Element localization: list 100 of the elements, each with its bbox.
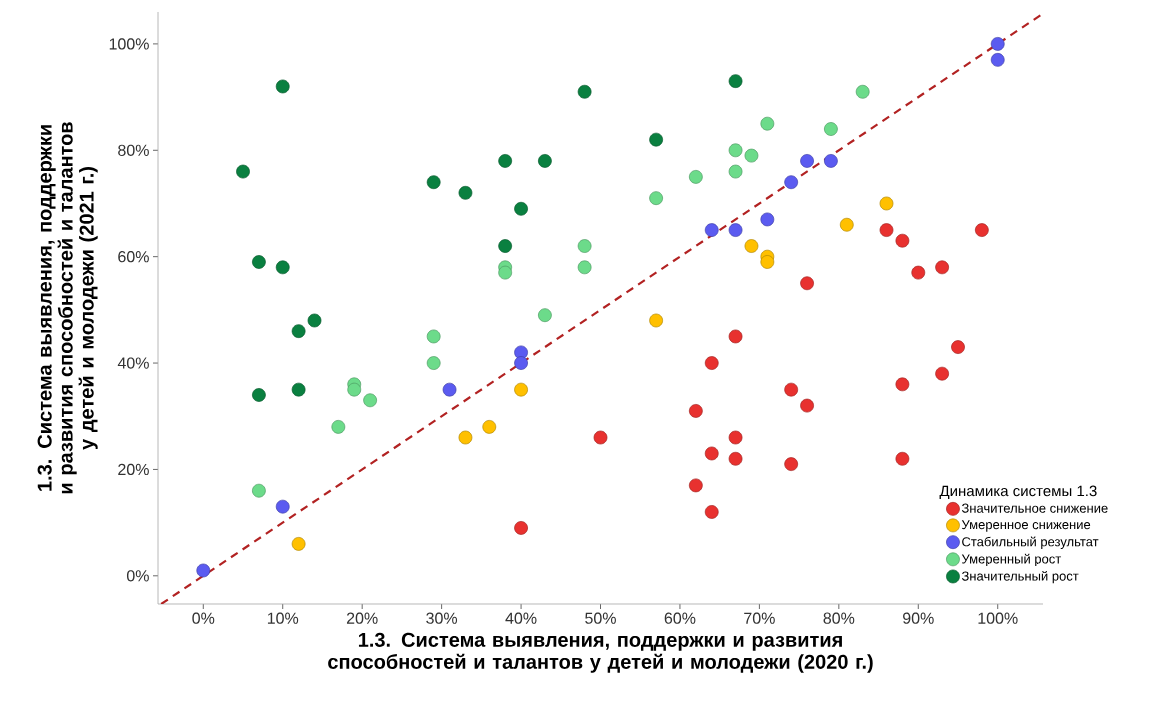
y-tick-label: 0% — [126, 570, 149, 582]
point — [728, 223, 743, 237]
legend-label: Значительный рост — [961, 570, 1079, 584]
point — [704, 356, 719, 370]
point — [800, 154, 814, 168]
point — [514, 201, 528, 216]
y-tick-label: 80% — [118, 144, 149, 156]
point — [784, 175, 799, 190]
point — [498, 265, 513, 280]
point — [275, 499, 290, 514]
point — [688, 170, 703, 184]
point — [347, 382, 362, 397]
point — [363, 393, 377, 408]
point — [426, 175, 441, 190]
point — [895, 451, 910, 466]
point — [275, 260, 290, 275]
point — [784, 382, 799, 397]
point — [704, 505, 719, 519]
point — [458, 430, 473, 445]
point — [728, 74, 743, 88]
point — [784, 457, 799, 471]
point — [728, 329, 743, 344]
x-tick-label: 60% — [664, 612, 696, 624]
point — [514, 521, 528, 535]
y-tick-label: 20% — [118, 463, 149, 476]
point — [704, 446, 719, 461]
legend-title: Динамика системы 1.3 — [939, 485, 1097, 500]
point — [426, 329, 441, 344]
point — [839, 217, 854, 232]
point — [990, 37, 1005, 51]
x-tick-label: 30% — [426, 612, 458, 624]
point — [895, 377, 910, 392]
point — [426, 356, 441, 370]
point — [331, 420, 346, 434]
x-tick-label: 90% — [903, 612, 934, 624]
x-tick-label: 20% — [346, 612, 378, 624]
point — [514, 356, 528, 370]
point — [855, 84, 870, 99]
point — [498, 154, 513, 168]
x-tick-label: 40% — [505, 612, 537, 624]
point — [514, 382, 528, 397]
point — [498, 239, 513, 253]
point — [252, 483, 266, 498]
point — [196, 563, 211, 578]
point — [538, 308, 552, 323]
point — [252, 255, 266, 269]
point — [577, 84, 592, 99]
point — [800, 398, 814, 413]
x-tick-label: 100% — [978, 612, 1018, 624]
point — [911, 265, 926, 280]
point — [307, 313, 322, 328]
x-axis-title: 1.3. Система выявления, поддержки и развития способностей и талантов у детей и молодежи (2020 г.) — [328, 632, 873, 673]
point — [824, 154, 838, 168]
point — [291, 537, 306, 551]
point — [728, 430, 743, 445]
point — [704, 223, 719, 237]
point — [649, 313, 663, 328]
point — [744, 148, 759, 163]
point — [236, 164, 250, 179]
y-tick-label: 60% — [118, 251, 149, 263]
point — [482, 420, 497, 434]
point — [688, 478, 703, 493]
point — [879, 196, 894, 211]
point — [990, 53, 1005, 67]
y-axis-title: 1.3. Система выявления, поддержки и развития способностей и талантов у детей и молодежи (2021 г.) — [37, 122, 98, 494]
point — [649, 132, 663, 147]
point — [275, 79, 290, 94]
point — [728, 143, 743, 158]
point — [935, 366, 949, 381]
point — [577, 239, 592, 253]
point — [728, 164, 743, 179]
point — [760, 255, 775, 269]
point — [577, 260, 592, 275]
x-tick-label: 70% — [744, 612, 775, 624]
point — [593, 430, 608, 445]
point — [974, 223, 989, 237]
x-tick-label: 50% — [585, 612, 616, 624]
point — [800, 276, 814, 291]
x-tick-label: 10% — [267, 612, 299, 624]
point — [744, 239, 759, 253]
point — [538, 154, 552, 168]
y-tick-label: 100% — [109, 38, 149, 50]
x-tick-label: 80% — [823, 612, 855, 624]
point — [291, 382, 306, 397]
point — [895, 233, 910, 248]
point — [760, 116, 775, 131]
point — [291, 324, 306, 338]
legend-label: Умеренный рост — [961, 553, 1062, 567]
point — [442, 382, 457, 397]
legend-label: Значительное снижение — [961, 503, 1108, 513]
point — [458, 185, 473, 200]
point — [951, 340, 965, 354]
point — [935, 260, 949, 275]
point — [760, 212, 775, 227]
y-tick-label: 40% — [117, 357, 149, 369]
point — [728, 451, 743, 466]
legend-label: Стабильный результат — [962, 536, 1099, 549]
point — [649, 191, 663, 206]
legend-label: Умеренное снижение — [961, 520, 1091, 532]
point — [688, 404, 703, 418]
